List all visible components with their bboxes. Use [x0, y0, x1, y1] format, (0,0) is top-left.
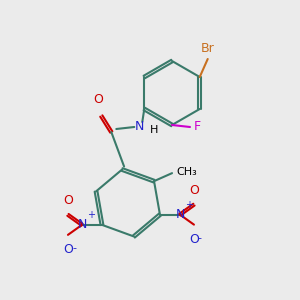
Text: Br: Br [201, 42, 214, 55]
Text: +: + [185, 200, 193, 210]
Text: N: N [77, 218, 87, 231]
Text: N: N [135, 121, 144, 134]
Text: -: - [72, 243, 76, 253]
Text: N: N [175, 208, 184, 221]
Text: CH₃: CH₃ [176, 167, 197, 177]
Text: O: O [63, 194, 73, 207]
Text: O: O [63, 243, 73, 256]
Text: F: F [194, 121, 201, 134]
Text: O: O [189, 184, 199, 196]
Text: O: O [189, 232, 199, 246]
Text: O: O [93, 93, 103, 106]
Text: +: + [87, 210, 95, 220]
Text: -: - [198, 232, 202, 243]
Text: H: H [150, 125, 159, 135]
